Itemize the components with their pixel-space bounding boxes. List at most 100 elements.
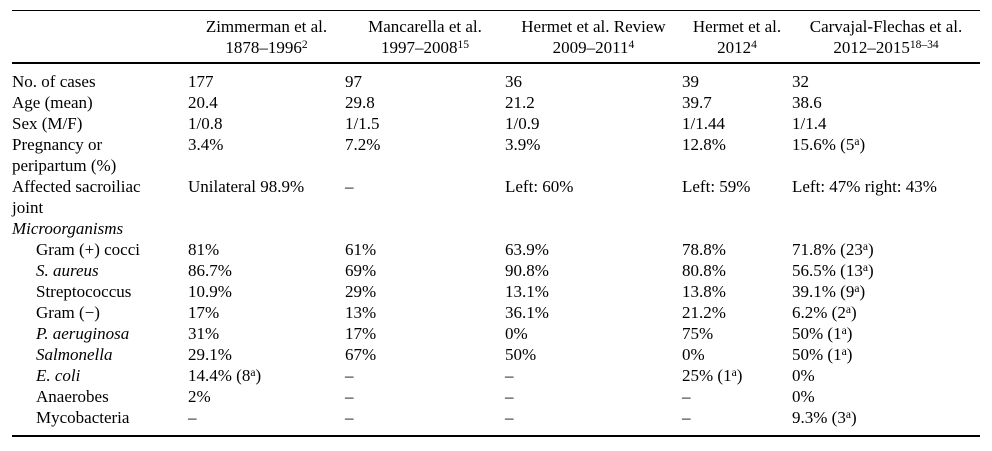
row-label: P. aeruginosa <box>36 324 130 343</box>
table-body: No. of cases 177 97 36 39 32 Age (mean) … <box>12 63 980 436</box>
cell: 71.8% (23a) <box>792 239 874 259</box>
table-row-microorganisms-section: Microorganisms <box>12 218 980 239</box>
cell: 0% <box>792 366 815 385</box>
cell: 31% <box>188 324 220 343</box>
study-name: Hermet et al. Review <box>521 17 666 36</box>
cell: 13% <box>345 303 377 322</box>
study-name: Hermet et al. <box>692 17 782 36</box>
cell: – <box>682 387 691 406</box>
table-row-s-aureus: S. aureus 86.7% 69% 90.8% 80.8% 56.5% (1… <box>12 260 980 281</box>
cell: 50% <box>505 345 537 364</box>
table-row-gram-negative: Gram (−) 17% 13% 36.1% 21.2% 6.2% (2a) <box>12 302 980 323</box>
study-name: Zimmerman et al. <box>205 17 328 36</box>
study-years: 1997–200815 <box>380 37 470 57</box>
cell: 13.1% <box>505 282 549 301</box>
cell: 9.3% (3a) <box>792 407 857 427</box>
cell: 6.2% (2a) <box>792 302 857 322</box>
cell <box>792 218 980 239</box>
study-years: 2012–201518–34 <box>833 37 939 57</box>
table-row-streptococcus: Streptococcus 10.9% 29% 13.1% 13.8% 39.1… <box>12 281 980 302</box>
cell: Left: 47% right: 43% <box>792 177 937 196</box>
cell: 86.7% <box>188 261 232 280</box>
cell: 0% <box>505 324 528 343</box>
cell: 39.1% (9a) <box>792 281 866 301</box>
cell: 3.4% <box>188 135 224 154</box>
study-name: Mancarella et al. <box>368 17 482 36</box>
cell: 97 <box>345 72 362 91</box>
cell: 3.9% <box>505 135 541 154</box>
header-col-hermet-review: Hermet et al. Review 2009–20114 <box>505 10 682 64</box>
cell: 29.1% <box>188 345 232 364</box>
cell: 80.8% <box>682 261 726 280</box>
cell: – <box>505 408 514 427</box>
cell: 50% (1a) <box>792 323 853 343</box>
cell: 29.8 <box>345 93 375 112</box>
row-label: Sex (M/F) <box>12 114 83 133</box>
row-label: Age (mean) <box>12 93 93 112</box>
study-years: 20124 <box>717 37 757 57</box>
table-row-pregnancy-peripartum: Pregnancy or peripartum (%) 3.4% 7.2% 3.… <box>12 134 980 176</box>
row-label: No. of cases <box>12 72 96 91</box>
cell: – <box>345 408 354 427</box>
cell: 56.5% (13a) <box>792 260 874 280</box>
cell: 7.2% <box>345 135 381 154</box>
cell: 50% (1a) <box>792 344 853 364</box>
header-row: Zimmerman et al. 1878–19962 Mancarella e… <box>12 10 980 64</box>
cell: 20.4 <box>188 93 218 112</box>
cell: 0% <box>792 387 815 406</box>
cell: 15.6% (5a) <box>792 134 866 154</box>
table-row-sex: Sex (M/F) 1/0.8 1/1.5 1/0.9 1/1.44 1/1.4 <box>12 113 980 134</box>
cell: – <box>505 366 514 385</box>
row-label: Gram (+) cocci <box>36 240 140 259</box>
cell: 17% <box>188 303 220 322</box>
header-col-carvajal-flechas: Carvajal-Flechas et al. 2012–201518–34 <box>792 10 980 64</box>
cell: 81% <box>188 240 220 259</box>
cell: 39.7 <box>682 93 712 112</box>
header-col-hermet-2012: Hermet et al. 20124 <box>682 10 792 64</box>
cell: 36.1% <box>505 303 549 322</box>
cell: 90.8% <box>505 261 549 280</box>
cell <box>345 218 505 239</box>
cell: Left: 60% <box>505 177 574 196</box>
table-row-gram-positive-cocci: Gram (+) cocci 81% 61% 63.9% 78.8% 71.8%… <box>12 239 980 260</box>
cell: 1/1.44 <box>682 114 725 133</box>
cell: – <box>505 387 514 406</box>
row-label: E. coli <box>36 366 81 385</box>
cell: 21.2 <box>505 93 535 112</box>
cell: 1/1.4 <box>792 114 827 133</box>
cell: 1/0.9 <box>505 114 540 133</box>
row-label: Pregnancy or peripartum (%) <box>12 135 117 175</box>
cell: Left: 59% <box>682 177 751 196</box>
cell: 1/1.5 <box>345 114 380 133</box>
paper-table-page: Zimmerman et al. 1878–19962 Mancarella e… <box>12 10 980 437</box>
cell: 25% (1a) <box>682 365 743 385</box>
cell: 12.8% <box>682 135 726 154</box>
cell: – <box>682 408 691 427</box>
cell: 67% <box>345 345 377 364</box>
table-header: Zimmerman et al. 1878–19962 Mancarella e… <box>12 10 980 64</box>
table-row-anaerobes: Anaerobes 2% – – – 0% <box>12 386 980 407</box>
cell: 14.4% (8a) <box>188 365 262 385</box>
table-row-age-mean: Age (mean) 20.4 29.8 21.2 39.7 38.6 <box>12 92 980 113</box>
cell <box>188 218 345 239</box>
study-name: Carvajal-Flechas et al. <box>809 17 963 36</box>
cell: 0% <box>682 345 705 364</box>
table-row-p-aeruginosa: P. aeruginosa 31% 17% 0% 75% 50% (1a) <box>12 323 980 344</box>
row-label: Salmonella <box>36 345 113 364</box>
cell: 75% <box>682 324 714 343</box>
cell: 1/0.8 <box>188 114 223 133</box>
cell: 69% <box>345 261 377 280</box>
cell: 10.9% <box>188 282 232 301</box>
cell: 2% <box>188 387 211 406</box>
study-years: 2009–20114 <box>552 37 635 57</box>
cell: 61% <box>345 240 377 259</box>
table-row-salmonella: Salmonella 29.1% 67% 50% 0% 50% (1a) <box>12 344 980 365</box>
cell: 32 <box>792 72 809 91</box>
row-label: Gram (−) <box>36 303 100 322</box>
cell: 17% <box>345 324 377 343</box>
row-label: Mycobacteria <box>36 408 130 427</box>
row-label: Streptococcus <box>36 282 132 301</box>
study-comparison-table: Zimmerman et al. 1878–19962 Mancarella e… <box>12 10 980 437</box>
cell: Unilateral 98.9% <box>188 177 305 196</box>
cell: 21.2% <box>682 303 726 322</box>
